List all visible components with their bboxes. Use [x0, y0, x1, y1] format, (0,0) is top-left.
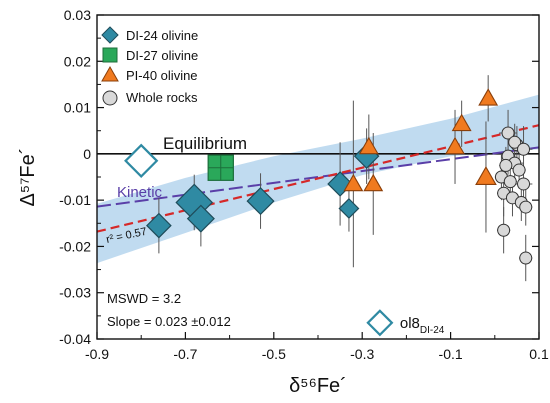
- legend-item-pi40: PI-40 olivine: [101, 65, 198, 83]
- di24-point-0: [146, 212, 172, 239]
- pi40-point-6: [478, 88, 499, 106]
- di24-point-5: [338, 198, 360, 219]
- axes-layer: -0.9 -0.7 -0.5 -0.3 -0.1 0.1 -0.04 -0.03 -0.02 -0…: [17, 7, 549, 397]
- legend-item-di24: DI-24 olivine: [101, 26, 198, 44]
- di24-open-point-1: [366, 309, 394, 337]
- x-axis-title: δ⁵⁶Fe´: [289, 375, 347, 397]
- equilibrium-label: Equilibrium: [163, 134, 247, 153]
- whole-rock-point-0: [501, 126, 515, 140]
- legend: DI-24 olivine DI-27 olivine PI-40 olivin…: [101, 26, 198, 106]
- y-tick-label-6: 0.02: [64, 53, 91, 69]
- legend-label-di24: DI-24 olivine: [126, 28, 198, 43]
- y-tick-label-0: -0.04: [59, 331, 91, 347]
- x-tick-label-0: -0.9: [85, 346, 109, 362]
- legend-square-icon: [102, 47, 118, 63]
- whole-rock-point-9: [503, 175, 517, 189]
- y-tick-label-7: 0.03: [64, 7, 91, 23]
- di24-point-2: [186, 204, 215, 233]
- legend-item-whole-rocks: Whole rocks: [102, 90, 198, 106]
- pi40-point-1: [358, 136, 379, 155]
- y-tick-label-4: 0: [83, 146, 91, 162]
- legend-diamond-icon: [101, 26, 119, 44]
- whole-rock-point-6: [499, 158, 513, 172]
- x-tick-label-2: -0.5: [262, 346, 286, 362]
- x-tick-label-4: -0.1: [439, 346, 463, 362]
- x-tick-label-1: -0.7: [173, 346, 197, 362]
- pi40-point-2: [363, 173, 384, 192]
- x-tick-label-5: 0.1: [529, 346, 549, 362]
- whole-rock-point-7: [512, 163, 526, 177]
- data-points-layer: ol8DI-24: [124, 88, 533, 337]
- x-tick-label-3: -0.3: [350, 346, 374, 362]
- legend-item-di27: DI-27 olivine: [102, 47, 198, 63]
- whole-rock-point-3: [517, 142, 531, 156]
- whole-rock-point-16: [519, 251, 533, 265]
- legend-label-pi40: PI-40 olivine: [126, 68, 198, 83]
- di27-point-0-group: [207, 154, 234, 181]
- mswd-annotation: MSWD = 3.2: [107, 291, 181, 306]
- pi40-point-4: [451, 113, 472, 132]
- di24-open-point-1-label-sub: DI-24: [420, 325, 445, 336]
- pi40-point-5: [475, 165, 497, 185]
- pi40-point-3: [445, 136, 465, 155]
- slope-annotation: Slope = 0.023 ±0.012: [107, 314, 231, 329]
- whole-rock-point-15: [497, 223, 511, 237]
- regression-line: [97, 124, 539, 233]
- y-axis-title: Δ⁵⁷Fe´: [17, 148, 39, 207]
- y-tick-label-5: 0.01: [64, 100, 91, 116]
- di24-open-point-1-label: ol8DI-24: [400, 315, 445, 336]
- y-tick-label-3: -0.01: [59, 192, 91, 208]
- model-lines-layer: [97, 124, 539, 233]
- kinetic-line: [97, 146, 539, 208]
- legend-label-di27: DI-27 olivine: [126, 48, 198, 63]
- whole-rock-point-14: [519, 200, 533, 214]
- di24-open-point-0: [124, 143, 159, 178]
- pi40-point-0: [343, 173, 364, 192]
- whole-rock-point-10: [517, 177, 531, 191]
- legend-triangle-icon: [101, 65, 119, 82]
- whole-rock-point-2: [508, 135, 522, 149]
- y-tick-label-2: -0.02: [59, 238, 91, 254]
- legend-circle-icon: [102, 90, 118, 106]
- kinetic-label: Kinetic: [117, 184, 163, 201]
- y-tick-label-1: -0.03: [59, 285, 91, 301]
- di24-point-3: [246, 187, 275, 216]
- legend-label-whole-rocks: Whole rocks: [126, 90, 198, 105]
